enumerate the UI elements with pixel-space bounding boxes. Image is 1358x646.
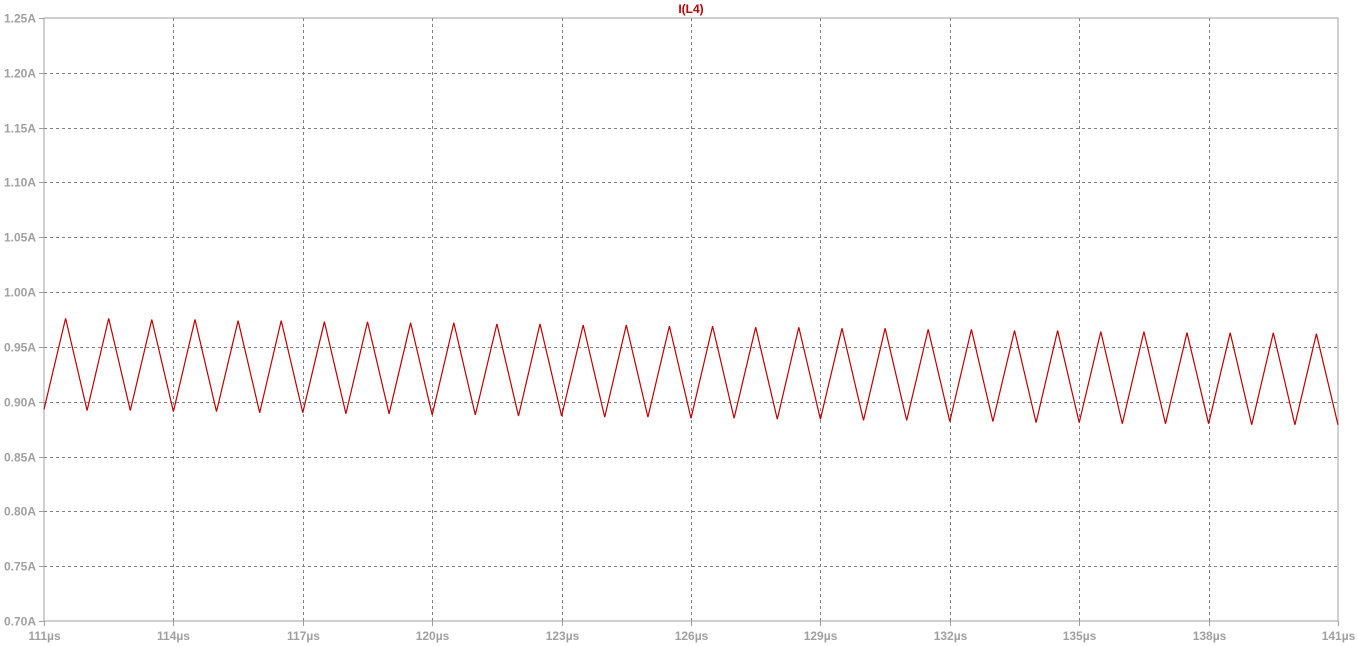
x-tick-label: 120µs xyxy=(416,629,450,643)
y-tick-label: 1.05A xyxy=(4,231,36,245)
x-tick-label: 117µs xyxy=(287,629,320,643)
x-tick-label: 135µs xyxy=(1063,629,1097,643)
series-line-i-l4 xyxy=(43,318,1339,425)
x-tick-label: 141µs xyxy=(1322,629,1356,643)
y-axis: 0.70A 0.75A 0.80A 0.85A 0.90A 0.95A 1.00A 1.05A… xyxy=(4,12,44,629)
y-tick-label: 1.10A xyxy=(4,176,36,190)
x-axis: 111µs 114µs 117µs 120µs 123µs 126µs 129µs 132µs… xyxy=(28,621,1356,643)
x-tick-label: 111µs xyxy=(28,629,61,643)
grid xyxy=(44,18,1338,621)
y-tick-label: 1.00A xyxy=(4,286,36,300)
y-tick-label: 0.70A xyxy=(4,615,36,629)
y-tick-label: 0.95A xyxy=(4,341,36,355)
y-tick-label: 0.85A xyxy=(4,451,36,465)
x-tick-label: 129µs xyxy=(804,629,838,643)
y-tick-label: 0.80A xyxy=(4,505,36,519)
x-tick-label: 132µs xyxy=(934,629,968,643)
trace-label[interactable]: I(L4) xyxy=(678,2,703,16)
series-layer xyxy=(43,318,1339,425)
x-tick-label: 114µs xyxy=(157,629,190,643)
y-tick-label: 1.20A xyxy=(4,67,36,81)
x-tick-label: 138µs xyxy=(1193,629,1227,643)
x-tick-label: 126µs xyxy=(675,629,709,643)
y-tick-label: 1.15A xyxy=(4,122,36,136)
y-tick-label: 1.25A xyxy=(4,12,36,26)
x-tick-label: 123µs xyxy=(546,629,580,643)
y-tick-label: 0.75A xyxy=(4,560,36,574)
y-tick-label: 0.90A xyxy=(4,396,36,410)
